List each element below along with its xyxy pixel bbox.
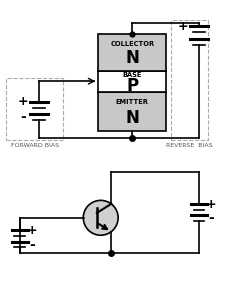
Text: +: + xyxy=(18,95,28,108)
Text: +: + xyxy=(27,224,37,237)
Text: FORWARD BIAS: FORWARD BIAS xyxy=(11,143,59,148)
Bar xyxy=(171,20,208,140)
Text: -: - xyxy=(29,238,35,252)
Text: +: + xyxy=(206,198,217,211)
Text: -: - xyxy=(208,211,214,225)
Bar xyxy=(98,70,166,92)
Text: N: N xyxy=(125,109,139,127)
Bar xyxy=(98,92,166,130)
Text: COLLECTOR: COLLECTOR xyxy=(110,41,154,47)
Text: REVERSE  BIAS: REVERSE BIAS xyxy=(166,143,213,148)
Bar xyxy=(98,34,166,70)
Text: N: N xyxy=(125,49,139,67)
Text: EMITTER: EMITTER xyxy=(116,99,149,105)
Text: BASE: BASE xyxy=(122,72,142,78)
Bar xyxy=(6,78,63,140)
Text: P: P xyxy=(126,77,138,95)
Circle shape xyxy=(83,200,118,235)
Text: -: - xyxy=(20,110,26,124)
Text: +: + xyxy=(178,20,188,33)
